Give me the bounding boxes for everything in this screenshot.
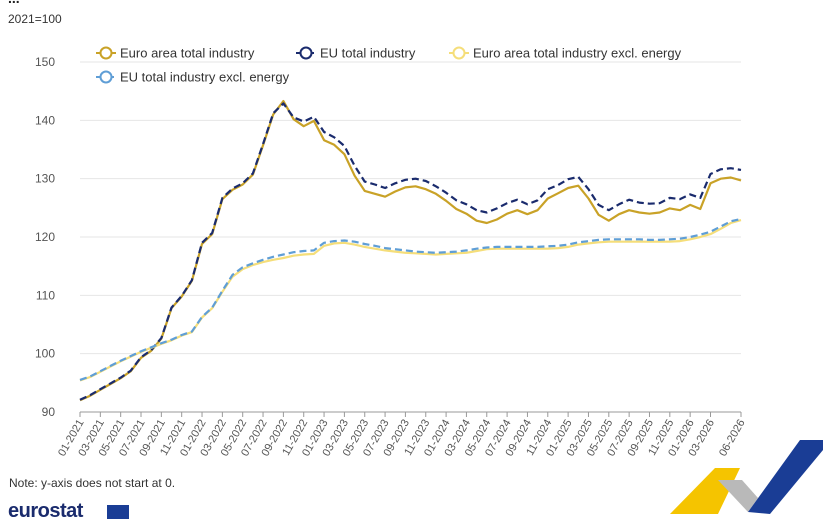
y-tick-label: 90 — [42, 405, 56, 419]
series-line — [79, 219, 742, 382]
legend-label: Euro area total industry — [120, 46, 255, 61]
legend-label: EU total industry excl. energy — [120, 70, 290, 85]
eu-flag-icon — [107, 505, 129, 519]
legend: Euro area total industry EU total industr… — [96, 46, 682, 85]
y-tick-label: 130 — [35, 172, 55, 186]
y-tick-label: 120 — [35, 230, 55, 244]
grid-lines — [80, 61, 741, 355]
legend-item[interactable]: EU total industry excl. energy — [96, 70, 290, 85]
legend-label: Euro area total industry excl. energy — [473, 46, 682, 61]
series-lines — [79, 100, 742, 402]
legend-label: EU total industry — [320, 46, 416, 61]
legend-item[interactable]: Euro area total industry excl. energy — [449, 46, 682, 61]
y-axis-unit-label: 2021=100 — [8, 12, 62, 26]
legend-marker — [99, 46, 113, 60]
logo-blue-stripe — [748, 440, 823, 514]
legend-marker — [299, 46, 313, 60]
legend-item[interactable]: EU total industry — [296, 46, 416, 61]
x-tick-label: 06-2026 — [717, 418, 748, 459]
axis-note: Note: y-axis does not start at 0. — [9, 476, 176, 490]
logo-grey-stripe — [718, 480, 758, 512]
y-tick-label: 100 — [35, 347, 55, 361]
series-line — [79, 217, 742, 381]
legend-item[interactable]: Euro area total industry — [96, 46, 255, 61]
legend-marker — [99, 70, 113, 84]
logo-yellow-stripe — [670, 468, 740, 514]
series-line — [79, 102, 742, 401]
legend-marker — [452, 46, 466, 60]
y-tick-label: 150 — [35, 55, 55, 69]
eurostat-brand: eurostat — [8, 500, 83, 522]
chart-title-fragment: ... — [8, 0, 20, 6]
eurostat-logo-graphic — [670, 440, 823, 514]
y-tick-label: 140 — [35, 113, 55, 127]
y-tick-label: 110 — [36, 288, 55, 302]
axes: 9010011012013014015001-202103-202105-202… — [35, 55, 748, 458]
